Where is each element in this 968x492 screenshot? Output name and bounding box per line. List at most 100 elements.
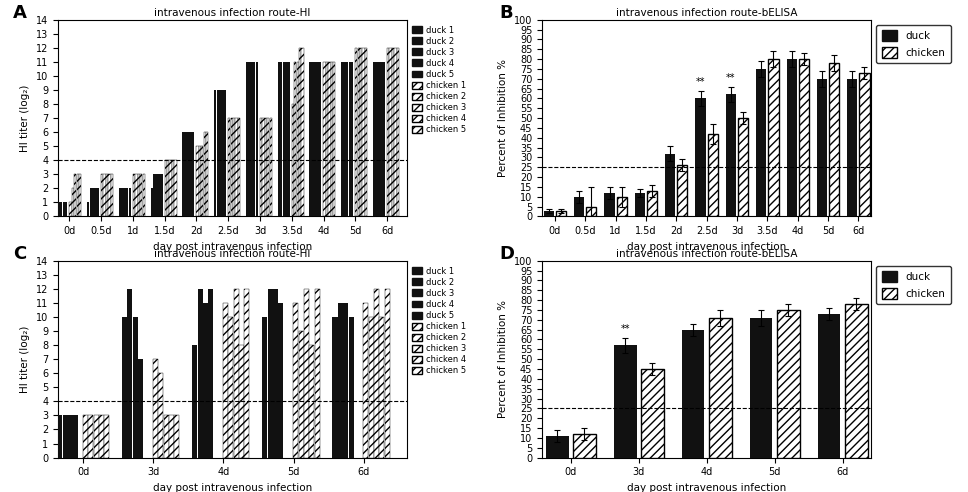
Bar — [769, 59, 778, 216]
Bar — [818, 314, 840, 458]
Bar — [94, 415, 99, 458]
Bar — [136, 174, 137, 216]
Bar — [165, 160, 166, 216]
Bar — [68, 415, 74, 458]
Bar — [167, 160, 169, 216]
Bar — [153, 174, 155, 216]
Bar — [214, 90, 217, 216]
Bar — [262, 118, 264, 216]
Bar — [101, 174, 104, 216]
Bar — [70, 202, 72, 216]
Bar — [291, 104, 294, 216]
Bar — [617, 197, 626, 216]
Bar — [198, 146, 201, 216]
Bar — [110, 174, 113, 216]
Title: intravenous infection route-bELISA: intravenous infection route-bELISA — [616, 7, 798, 18]
Bar — [172, 160, 174, 216]
Bar — [283, 62, 285, 216]
Bar — [95, 188, 97, 216]
Bar — [332, 317, 338, 458]
Bar — [309, 345, 315, 458]
Bar — [233, 118, 235, 216]
Title: intravenous infection route-HI: intravenous infection route-HI — [154, 7, 311, 18]
Bar — [161, 174, 163, 216]
Y-axis label: Percent of Inhibition %: Percent of Inhibition % — [499, 59, 508, 177]
Bar — [83, 415, 88, 458]
Bar — [312, 62, 315, 216]
Bar — [326, 62, 328, 216]
Bar — [201, 146, 203, 216]
Bar — [219, 90, 222, 216]
Bar — [126, 188, 129, 216]
Bar — [709, 318, 732, 458]
Bar — [203, 303, 208, 458]
Bar — [280, 62, 283, 216]
Bar — [278, 62, 280, 216]
Bar — [378, 62, 380, 216]
Bar — [217, 90, 219, 216]
Bar — [264, 118, 267, 216]
Text: A: A — [13, 4, 27, 22]
Bar — [373, 62, 376, 216]
Bar — [55, 202, 57, 216]
Y-axis label: HI titer (log₂): HI titer (log₂) — [20, 326, 30, 393]
Bar — [235, 118, 238, 216]
Bar — [151, 188, 153, 216]
Bar — [847, 79, 858, 216]
Bar — [222, 90, 224, 216]
Text: C: C — [13, 245, 26, 263]
X-axis label: day post intravenous infection: day post intravenous infection — [153, 483, 312, 492]
Bar — [678, 165, 687, 216]
Bar — [245, 289, 250, 458]
Bar — [197, 146, 198, 216]
Bar — [348, 317, 353, 458]
Bar — [249, 62, 251, 216]
Bar — [192, 132, 195, 216]
Bar — [726, 94, 736, 216]
Bar — [228, 118, 230, 216]
X-axis label: day post intravenous infection: day post intravenous infection — [627, 483, 786, 492]
Bar — [63, 415, 68, 458]
Bar — [246, 62, 248, 216]
Bar — [614, 345, 637, 458]
Bar — [360, 48, 362, 216]
Bar — [89, 188, 92, 216]
Bar — [365, 48, 367, 216]
Bar — [87, 202, 89, 216]
Bar — [104, 174, 106, 216]
Bar — [65, 202, 68, 216]
Bar — [328, 62, 330, 216]
Bar — [344, 62, 346, 216]
Bar — [254, 62, 256, 216]
Bar — [829, 63, 839, 216]
Bar — [681, 330, 705, 458]
Bar — [74, 415, 78, 458]
Bar — [174, 415, 179, 458]
Bar — [319, 62, 321, 216]
Bar — [164, 415, 168, 458]
Bar — [845, 304, 867, 458]
Bar — [190, 132, 192, 216]
Bar — [174, 160, 176, 216]
Bar — [185, 132, 187, 216]
Text: **: ** — [696, 77, 706, 87]
Bar — [298, 331, 304, 458]
Bar — [294, 62, 296, 216]
Bar — [88, 415, 93, 458]
Bar — [382, 62, 385, 216]
Bar — [344, 303, 348, 458]
Bar — [369, 317, 374, 458]
Bar — [738, 118, 748, 216]
Bar — [665, 154, 676, 216]
Bar — [279, 303, 284, 458]
Bar — [76, 174, 78, 216]
Bar — [546, 436, 568, 458]
Bar — [347, 62, 348, 216]
Bar — [119, 188, 121, 216]
Bar — [228, 317, 233, 458]
Bar — [238, 118, 240, 216]
Bar — [331, 62, 333, 216]
Bar — [230, 118, 233, 216]
Bar — [187, 132, 190, 216]
Bar — [315, 62, 317, 216]
